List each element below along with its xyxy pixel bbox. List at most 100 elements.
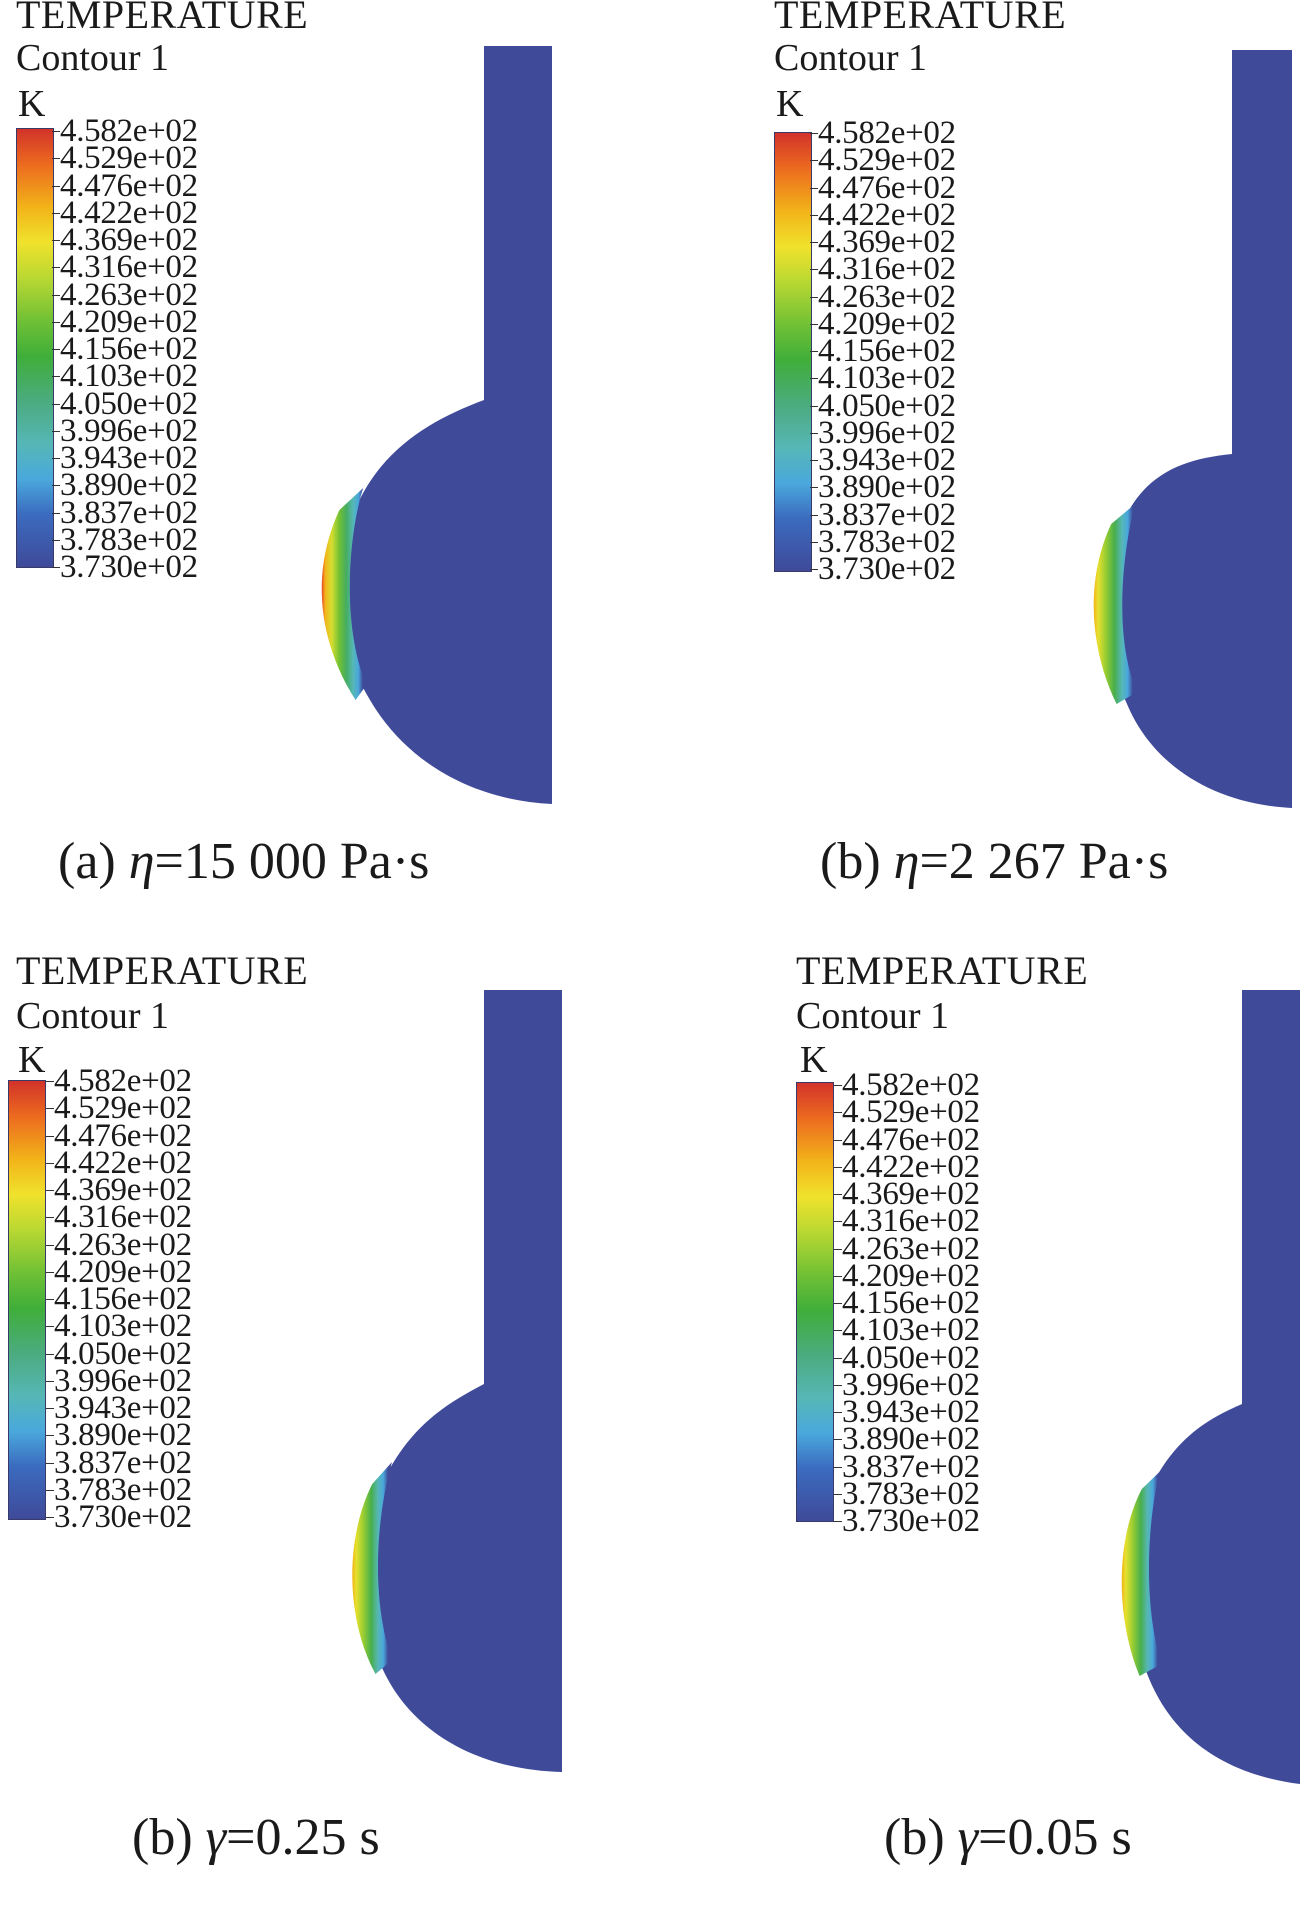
colorbar-tick-label: 3.996e+02 xyxy=(54,1362,192,1399)
temperature-contour-shape xyxy=(352,990,562,1772)
colorbar-tick-label: 4.263e+02 xyxy=(818,278,956,315)
colorbar-tick-label: 4.476e+02 xyxy=(842,1121,980,1158)
legend-unit: K xyxy=(18,1039,46,1081)
caption-symbol: η xyxy=(893,833,920,890)
colorbar-tick-mark xyxy=(52,430,60,432)
colorbar xyxy=(16,128,54,568)
panel-caption: (b) γ=0.05 s xyxy=(884,1808,1132,1868)
colorbar-tick-label: 4.103e+02 xyxy=(54,1308,192,1345)
colorbar-tick-label: 4.422e+02 xyxy=(54,1144,192,1181)
caption-suffix: =0.05 s xyxy=(978,1809,1132,1866)
colorbar-tick-label: 3.890e+02 xyxy=(842,1421,980,1458)
caption-prefix: (b) xyxy=(132,1809,206,1866)
colorbar-tick-mark xyxy=(834,1166,842,1168)
colorbar-tick-label: 4.582e+02 xyxy=(842,1067,980,1103)
colorbar-tick-label: 4.209e+02 xyxy=(54,1253,192,1290)
legend-unit: K xyxy=(776,83,804,125)
colorbar-tick-label: 4.050e+02 xyxy=(60,385,198,422)
legend-unit: K xyxy=(800,1039,828,1081)
colorbar-tick-mark xyxy=(46,1462,54,1464)
legend-unit: K xyxy=(18,83,46,125)
colorbar-tick-label: 3.730e+02 xyxy=(60,549,198,585)
colorbar-tick-mark xyxy=(834,1139,842,1141)
colorbar-tick-label: 4.209e+02 xyxy=(842,1257,980,1294)
colorbar-tick-label: 4.369e+02 xyxy=(60,222,198,258)
legend-subtitle: Contour 1 xyxy=(796,995,950,1037)
colorbar-tick-label: 3.943e+02 xyxy=(60,440,198,476)
colorbar-tick-mark xyxy=(46,1217,54,1219)
colorbar-tick-mark xyxy=(46,1435,54,1437)
legend-subtitle: Contour 1 xyxy=(774,37,928,79)
colorbar-tick-label: 3.783e+02 xyxy=(818,523,956,560)
colorbar-tick-label: 4.263e+02 xyxy=(54,1226,192,1263)
colorbar-tick-label: 4.529e+02 xyxy=(842,1094,980,1131)
temperature-contour-shape xyxy=(1121,990,1300,1784)
colorbar-tick-label: 4.529e+02 xyxy=(60,140,198,177)
colorbar-tick-label: 3.783e+02 xyxy=(54,1471,192,1508)
colorbar-tick-label: 4.316e+02 xyxy=(842,1203,980,1240)
panel-b: TEMPERATURE Contour 1 K 4.582e+02 4.529e+… xyxy=(652,0,1304,962)
colorbar-tick-mark xyxy=(834,1330,842,1332)
colorbar-tick-mark xyxy=(834,1112,842,1114)
colorbar-tick-mark xyxy=(834,1248,842,1250)
panel-a: TEMPERATURE Contour 1 K 4.582e+02 4.529e+… xyxy=(0,0,652,962)
colorbar-tick-label: 3.783e+02 xyxy=(60,521,198,558)
colorbar-tick-label: 4.156e+02 xyxy=(842,1285,980,1321)
colorbar-tick-label: 4.156e+02 xyxy=(54,1281,192,1317)
colorbar-tick-label: 3.943e+02 xyxy=(842,1394,980,1430)
colorbar-tick-mark xyxy=(52,185,60,187)
colorbar xyxy=(774,132,812,572)
colorbar-tick-mark xyxy=(46,1244,54,1246)
colorbar-tick-mark xyxy=(52,131,60,132)
colorbar-tick-label: 4.050e+02 xyxy=(818,387,956,424)
colorbar xyxy=(796,1082,834,1522)
colorbar-ticks: 4.582e+02 4.529e+02 4.476e+02 4.422e+02 4.36… xyxy=(810,117,1078,588)
colorbar-tick-label: 3.783e+02 xyxy=(842,1475,980,1512)
colorbar-tick-label: 4.529e+02 xyxy=(54,1090,192,1127)
colorbar-tick-mark xyxy=(810,160,818,162)
colorbar-tick-label: 4.103e+02 xyxy=(818,360,956,397)
colorbar-tick-mark xyxy=(834,1521,842,1522)
legend-subtitle: Contour 1 xyxy=(16,37,170,79)
colorbar-tick-mark xyxy=(52,294,60,296)
panel-c: TEMPERATURE Contour 1 K 4.582e+02 4.529e+… xyxy=(0,950,652,1924)
colorbar-tick-mark xyxy=(834,1085,842,1086)
colorbar-tick-label: 4.476e+02 xyxy=(818,169,956,206)
caption-symbol: γ xyxy=(957,1809,979,1866)
colorbar-tick-mark xyxy=(46,1108,54,1110)
panel-d: TEMPERATURE Contour 1 K 4.582e+02 4.529e+… xyxy=(652,950,1304,1924)
colorbar-tick-mark xyxy=(810,351,818,352)
colorbar-tick-mark xyxy=(810,487,818,489)
colorbar-tick-label: 3.730e+02 xyxy=(818,551,956,587)
colorbar-tick-mark xyxy=(810,460,818,461)
colorbar-tick-label: 4.476e+02 xyxy=(54,1117,192,1154)
colorbar-tick-mark xyxy=(834,1439,842,1441)
colorbar-tick-label: 4.103e+02 xyxy=(60,358,198,395)
colorbar-ticks: 4.582e+02 4.529e+02 4.476e+02 4.422e+02 4.36… xyxy=(52,113,320,586)
colorbar-tick-label: 3.837e+02 xyxy=(54,1444,192,1481)
colorbar-tick-mark xyxy=(46,1271,54,1273)
colorbar-tick-label: 4.369e+02 xyxy=(54,1172,192,1208)
colorbar-tick-label: 4.582e+02 xyxy=(60,113,198,149)
colorbar-tick-label: 3.943e+02 xyxy=(54,1390,192,1426)
colorbar-tick-mark xyxy=(52,403,60,405)
colorbar-tick-mark xyxy=(52,567,60,568)
colorbar-tick-label: 4.369e+02 xyxy=(842,1176,980,1212)
colorbar-tick-label: 4.050e+02 xyxy=(842,1339,980,1376)
colorbar-tick-label: 3.730e+02 xyxy=(54,1499,192,1535)
colorbar-tick-label: 3.996e+02 xyxy=(842,1366,980,1403)
colorbar-tick-label: 3.996e+02 xyxy=(818,414,956,451)
colorbar-tick-mark xyxy=(46,1299,54,1300)
colorbar-tick-label: 4.209e+02 xyxy=(60,303,198,340)
caption-suffix: =0.25 s xyxy=(226,1809,380,1866)
caption-prefix: (a) xyxy=(58,833,129,890)
colorbar-tick-label: 3.890e+02 xyxy=(54,1417,192,1454)
colorbar-tick-mark xyxy=(810,133,818,134)
colorbar-tick-label: 3.890e+02 xyxy=(818,469,956,506)
legend-title: TEMPERATURE xyxy=(796,948,1089,993)
colorbar-tick-mark xyxy=(834,1384,842,1386)
colorbar-tick-label: 4.050e+02 xyxy=(54,1335,192,1372)
temperature-contour-shape xyxy=(321,46,552,804)
colorbar-tick-label: 4.422e+02 xyxy=(818,196,956,233)
colorbar-tick-mark xyxy=(834,1275,842,1277)
